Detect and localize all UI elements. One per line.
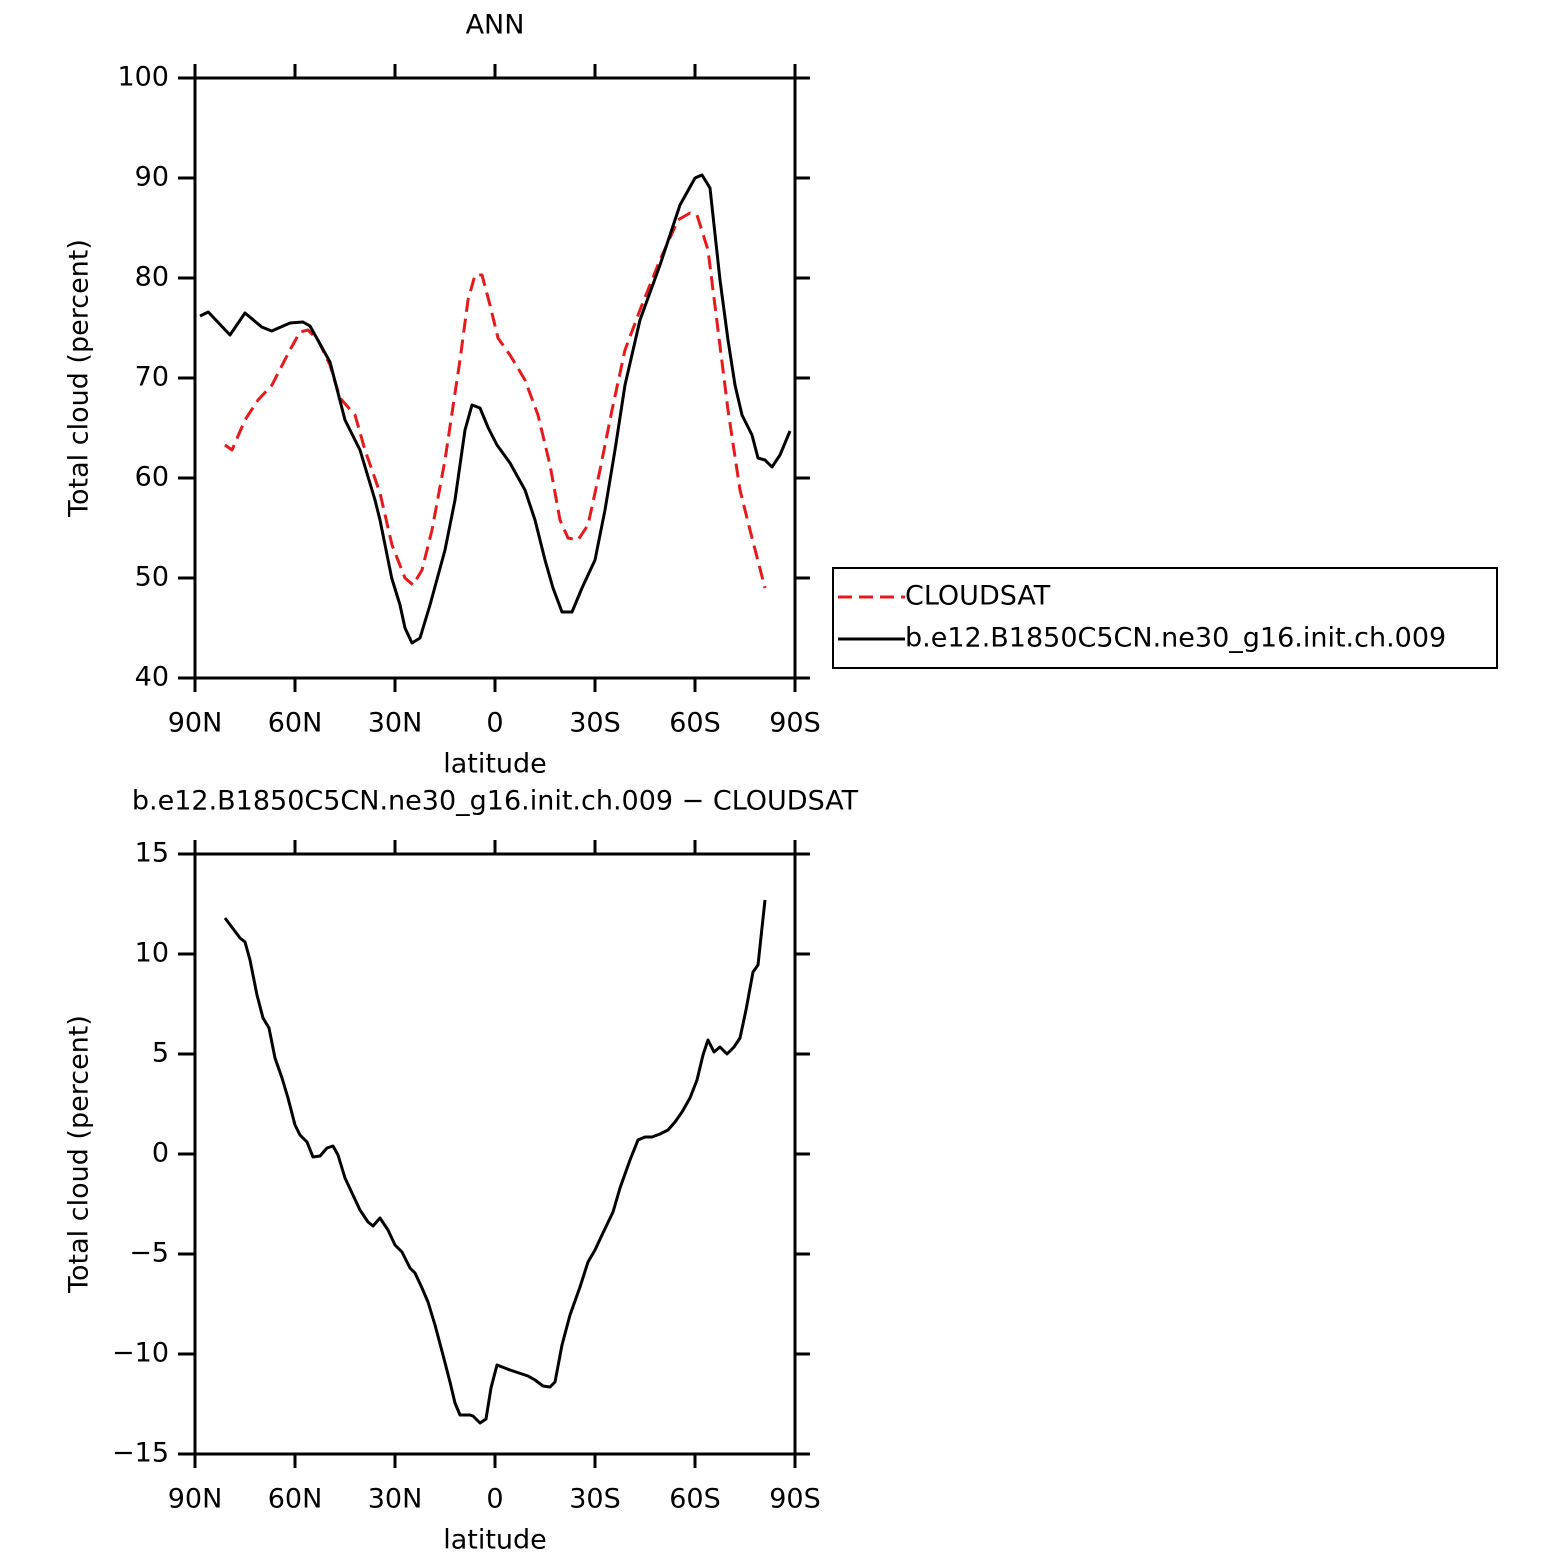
x-tick-label: 0: [486, 708, 503, 739]
chart-title: ANN: [466, 10, 525, 41]
x-tick-label: 90S: [769, 708, 821, 739]
x-tick-label: 60N: [268, 708, 323, 739]
legend-label: CLOUDSAT: [905, 581, 1051, 612]
data-line: [199, 173, 792, 645]
x-tick-label: 30S: [569, 708, 621, 739]
plot-frame: [193, 852, 797, 1456]
x-tick-label: 90N: [168, 708, 223, 739]
x-tick-label: 30N: [368, 1484, 423, 1515]
y-tick-label: 60: [135, 462, 169, 493]
data-line: [223, 899, 767, 1425]
y-tick-label: −5: [129, 1238, 169, 1269]
x-tick-label: 90N: [168, 1484, 223, 1515]
y-tick-label: 90: [135, 162, 169, 193]
plot-frame: [193, 76, 797, 680]
chart-title: b.e12.B1850C5CN.ne30_g16.init.ch.009 − C…: [132, 786, 859, 817]
x-tick-label: 60N: [268, 1484, 323, 1515]
legend-box: [832, 567, 1498, 669]
y-axis-label: Total cloud (percent): [64, 239, 95, 518]
y-tick-label: −15: [112, 1438, 169, 1469]
y-tick-label: 15: [135, 838, 169, 869]
y-tick-label: 80: [135, 262, 169, 293]
x-axis-label: latitude: [443, 749, 547, 780]
y-tick-label: 10: [135, 938, 169, 969]
y-tick-label: 70: [135, 362, 169, 393]
x-axis-label: latitude: [443, 1525, 547, 1556]
y-tick-label: 50: [135, 562, 169, 593]
x-tick-label: 30N: [368, 708, 423, 739]
y-axis-label: Total cloud (percent): [64, 1015, 95, 1294]
x-tick-label: 90S: [769, 1484, 821, 1515]
x-tick-label: 0: [486, 1484, 503, 1515]
data-line: [224, 211, 767, 589]
y-tick-label: 40: [135, 662, 169, 693]
y-tick-label: 0: [152, 1138, 169, 1169]
y-tick-label: 5: [152, 1038, 169, 1069]
x-tick-label: 60S: [669, 708, 721, 739]
y-tick-label: −10: [112, 1338, 169, 1369]
legend-label: b.e12.B1850C5CN.ne30_g16.init.ch.009: [905, 623, 1446, 654]
x-tick-label: 60S: [669, 1484, 721, 1515]
x-tick-label: 30S: [569, 1484, 621, 1515]
y-tick-label: 100: [117, 62, 169, 93]
